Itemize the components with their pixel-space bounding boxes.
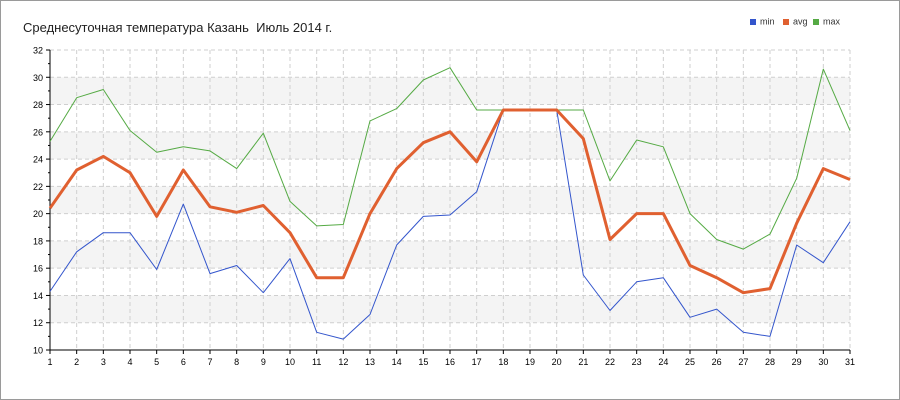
y-tick-label: 12 — [33, 318, 43, 328]
y-tick-label: 14 — [33, 291, 43, 301]
x-tick-label: 18 — [498, 357, 508, 367]
x-tick-label: 31 — [845, 357, 855, 367]
legend-label-avg: avg — [793, 16, 808, 27]
x-tick-label: 20 — [552, 357, 562, 367]
chart-title: Среднесуточная температура Казань Июль 2… — [23, 20, 333, 35]
y-tick-label: 28 — [33, 100, 43, 110]
x-tick-label: 9 — [261, 357, 266, 367]
x-tick-label: 10 — [285, 357, 295, 367]
series-line-min — [49, 109, 851, 340]
x-tick-label: 15 — [418, 357, 428, 367]
x-tick-label: 6 — [181, 357, 186, 367]
y-tick-label: 18 — [33, 236, 43, 246]
legend-item-min: min — [750, 16, 775, 27]
legend-label-max: max — [823, 16, 841, 27]
legend-item-max: max — [813, 16, 840, 27]
x-tick-label: 28 — [765, 357, 775, 367]
series-line-avg — [48, 108, 851, 295]
x-tick-label: 3 — [101, 357, 106, 367]
legend-item-avg: avg — [783, 16, 808, 27]
legend-swatch-min — [750, 18, 756, 25]
y-tick-label: 16 — [33, 264, 43, 274]
x-tick-label: 13 — [365, 357, 375, 367]
x-tick-label: 19 — [525, 357, 535, 367]
y-tick-label: 10 — [33, 346, 43, 356]
x-tick-label: 27 — [738, 357, 748, 367]
x-tick-label: 11 — [312, 357, 321, 367]
x-tick-label: 22 — [605, 357, 615, 367]
x-tick-label: 21 — [578, 357, 588, 367]
x-tick-label: 8 — [234, 357, 239, 367]
x-tick-label: 24 — [658, 357, 668, 367]
y-tick-label: 24 — [33, 155, 43, 165]
y-tick-label: 22 — [33, 182, 43, 192]
x-tick-label: 25 — [685, 357, 695, 367]
y-tick-label: 26 — [33, 127, 43, 137]
legend-swatch-avg — [783, 18, 789, 25]
x-tick-label: 30 — [818, 357, 828, 367]
y-tick-label: 30 — [33, 73, 43, 83]
x-tick-label: 17 — [472, 357, 482, 367]
x-tick-label: 12 — [338, 357, 348, 367]
x-tick-label: 5 — [154, 357, 159, 367]
x-tick-label: 29 — [792, 357, 802, 367]
x-tick-label: 4 — [127, 357, 132, 367]
x-tick-label: 1 — [47, 357, 52, 367]
legend-swatch-max — [813, 18, 819, 25]
x-tick-label: 7 — [207, 357, 212, 367]
series-line-max — [49, 67, 851, 250]
x-tick-label: 26 — [712, 357, 722, 367]
y-tick-label: 32 — [33, 46, 43, 56]
x-tick-label: 14 — [392, 357, 402, 367]
legend-label-min: min — [760, 16, 775, 27]
x-tick-label: 2 — [74, 357, 79, 367]
y-tick-label: 20 — [33, 209, 43, 219]
x-tick-label: 16 — [445, 357, 455, 367]
x-tick-label: 23 — [632, 357, 642, 367]
